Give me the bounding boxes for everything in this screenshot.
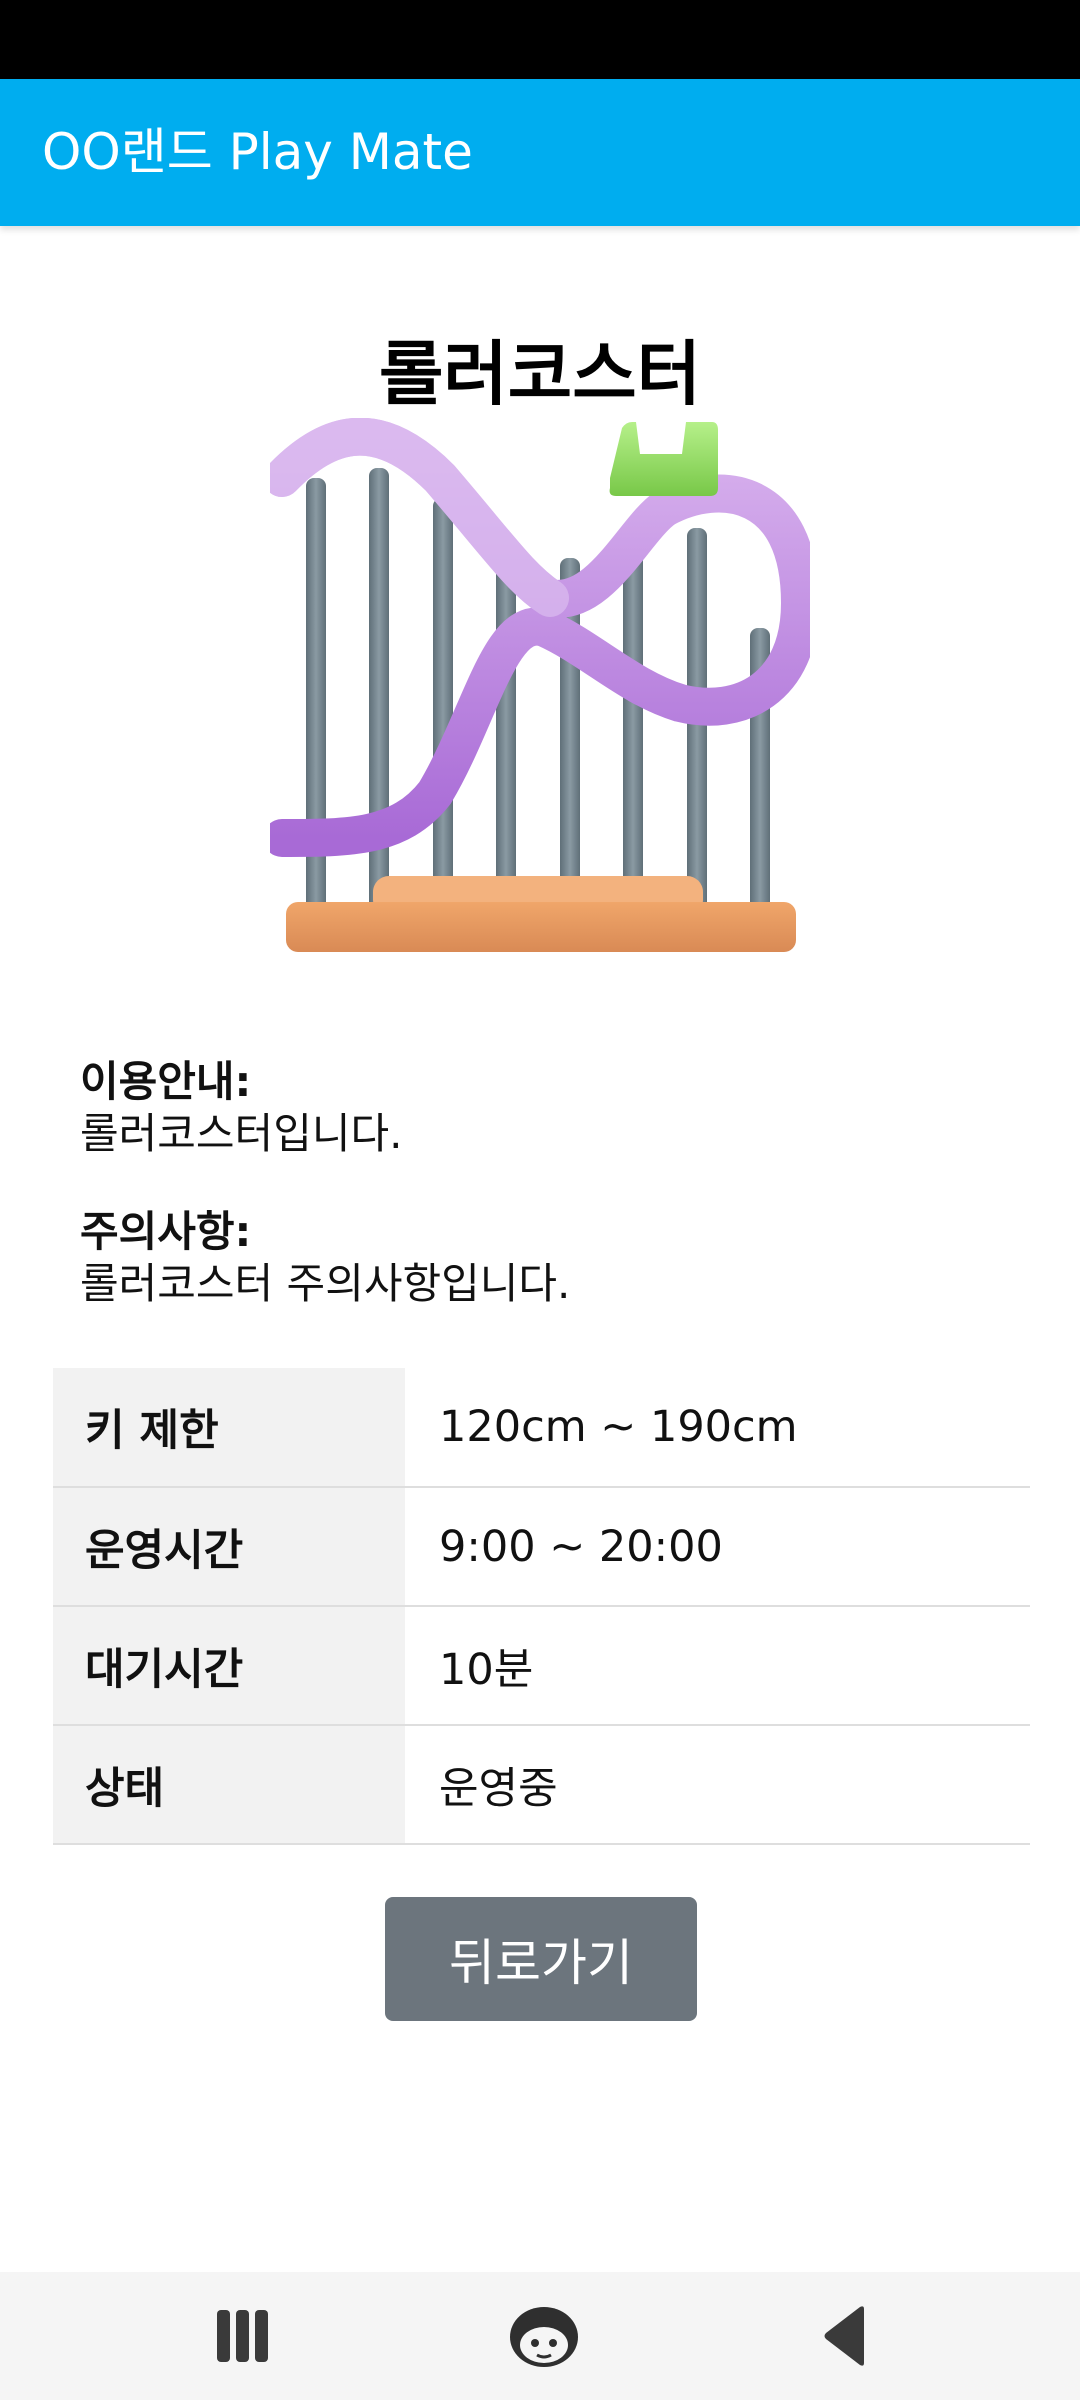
wait-time-key: 대기시간 xyxy=(53,1606,405,1726)
height-limit-value: 120cm ~ 190cm xyxy=(405,1368,1030,1488)
usage-section: 이용안내: 롤러코스터입니다. xyxy=(80,1056,1020,1160)
app-bar: OO랜드 Play Mate xyxy=(0,79,1080,226)
app-title: OO랜드 Play Mate xyxy=(42,123,473,181)
ride-details-table: 키 제한 120cm ~ 190cm 운영시간 9:00 ~ 20:00 대기시… xyxy=(53,1368,1030,1845)
back-button[interactable]: 뒤로가기 xyxy=(385,1897,697,2021)
caution-label: 주의사항: xyxy=(80,1207,252,1256)
recent-apps-icon[interactable] xyxy=(193,2294,293,2378)
platform-base xyxy=(286,876,796,952)
table-row: 대기시간 10분 xyxy=(53,1606,1030,1726)
height-limit-key: 키 제한 xyxy=(53,1368,405,1488)
table-row: 키 제한 120cm ~ 190cm xyxy=(53,1368,1030,1488)
back-icon[interactable] xyxy=(795,2294,895,2378)
status-key: 상태 xyxy=(53,1725,405,1845)
home-assistant-icon[interactable] xyxy=(494,2294,594,2378)
caution-text: 롤러코스터 주의사항입니다. xyxy=(80,1259,571,1308)
status-value: 운영중 xyxy=(405,1725,1030,1845)
coaster-car xyxy=(609,422,718,496)
operating-hours-key: 운영시간 xyxy=(53,1487,405,1607)
wait-time-value: 10분 xyxy=(405,1606,1030,1726)
table-row: 운영시간 9:00 ~ 20:00 xyxy=(53,1487,1030,1607)
usage-label: 이용안내: xyxy=(80,1057,252,1106)
page-title: 롤러코스터 xyxy=(379,333,701,415)
operating-hours-value: 9:00 ~ 20:00 xyxy=(405,1487,1030,1607)
caution-section: 주의사항: 롤러코스터 주의사항입니다. xyxy=(80,1206,1020,1310)
system-nav-bar xyxy=(0,2272,1080,2400)
usage-text: 롤러코스터입니다. xyxy=(80,1109,403,1158)
table-row: 상태 운영중 xyxy=(53,1725,1030,1845)
roller-coaster-icon xyxy=(263,417,820,958)
track xyxy=(263,417,820,857)
status-bar xyxy=(0,0,1080,79)
